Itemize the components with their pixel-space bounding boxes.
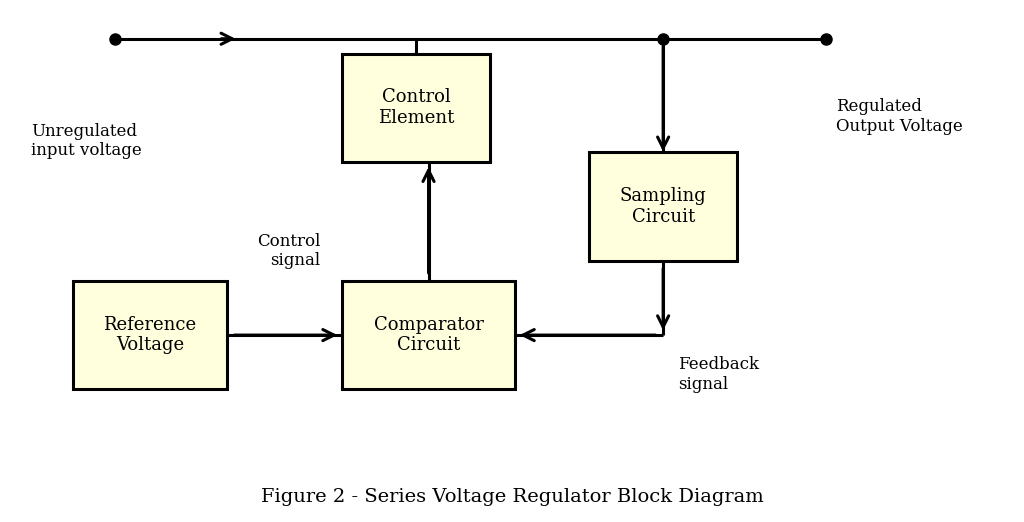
Text: Sampling
Circuit: Sampling Circuit <box>620 187 707 226</box>
Text: Figure 2 - Series Voltage Regulator Block Diagram: Figure 2 - Series Voltage Regulator Bloc… <box>261 488 763 506</box>
Text: Unregulated
input voltage: Unregulated input voltage <box>31 123 141 159</box>
Text: Feedback
signal: Feedback signal <box>678 357 759 393</box>
Bar <box>342 54 490 162</box>
Bar <box>342 281 515 389</box>
Text: Comparator
Circuit: Comparator Circuit <box>374 316 483 354</box>
Bar <box>589 152 737 261</box>
Text: Control
signal: Control signal <box>257 233 321 269</box>
Text: Control
Element: Control Element <box>378 89 455 127</box>
Bar <box>74 281 226 389</box>
Text: Reference
Voltage: Reference Voltage <box>103 316 197 354</box>
Text: Regulated
Output Voltage: Regulated Output Voltage <box>836 98 963 135</box>
